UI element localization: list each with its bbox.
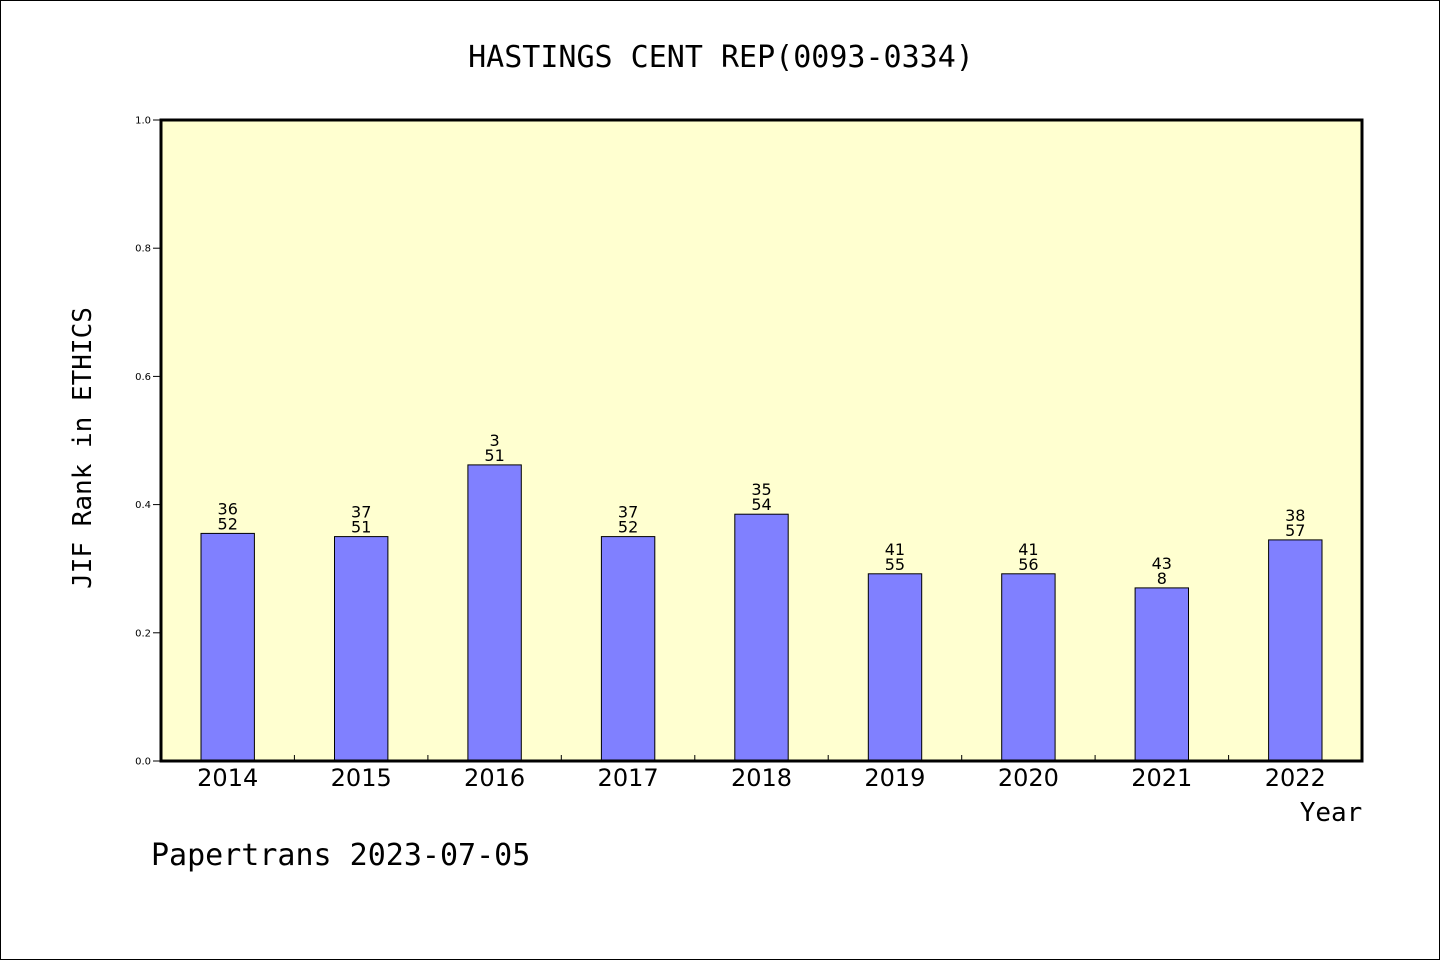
y-tick-label: 1.0: [135, 116, 151, 127]
plot-border: [159, 118, 1364, 763]
x-tick-label-2018: 2018: [731, 764, 792, 792]
bar-label-top-2020: 41: [1018, 540, 1038, 559]
bar-2019: [867, 573, 923, 762]
bar-label-bottom-2022: 57: [1285, 521, 1305, 540]
bar-label-top-2016: 3: [490, 431, 500, 450]
x-tick-label-2016: 2016: [464, 764, 525, 792]
bar-2016: [467, 464, 522, 762]
bar-label-top-2019: 41: [885, 540, 905, 559]
footer-text: Papertrans 2023-07-05: [151, 838, 530, 873]
bar-label-bottom-2015: 51: [351, 518, 371, 537]
bar-label-top-2014: 36: [218, 499, 238, 518]
x-tick-label-2019: 2019: [864, 764, 925, 792]
bar-label-top-2022: 38: [1285, 506, 1305, 525]
bar-label-bottom-2014: 52: [218, 514, 238, 533]
x-tick-label-2022: 2022: [1265, 764, 1326, 792]
bar-2017: [600, 536, 656, 762]
bar-2015: [334, 536, 389, 762]
y-tick-label: 0.6: [135, 372, 151, 383]
bar-label-bottom-2019: 55: [885, 555, 905, 574]
y-axis-label: JIF Rank in ETHICS: [68, 307, 98, 589]
y-tick-label: 0.0: [135, 757, 151, 768]
bar-2021: [1134, 587, 1189, 762]
y-tick-label: 0.2: [135, 628, 151, 639]
bar-label-top-2017: 37: [618, 503, 638, 522]
bar-label-bottom-2020: 56: [1018, 555, 1038, 574]
x-axis-label: Year: [1300, 798, 1363, 828]
x-axis: 2014 2015 2016 2017 2018 2019 2020 2021 2022: [197, 755, 1326, 792]
x-tick-label-2017: 2017: [598, 764, 659, 792]
bar-2020: [1001, 573, 1056, 762]
x-tick-label-2014: 2014: [197, 764, 258, 792]
bar-2018: [734, 513, 789, 762]
x-tick-label-2020: 2020: [998, 764, 1059, 792]
bar-label-bottom-2016: 51: [484, 446, 504, 465]
y-axis: 0.0 0.2 0.4 0.6 0.8 1.0: [135, 116, 161, 768]
x-tick-label-2021: 2021: [1131, 764, 1192, 792]
bar-label-bottom-2018: 54: [751, 495, 771, 514]
bar-label-top-2018: 35: [751, 480, 771, 499]
bar-2014: [200, 532, 255, 762]
bar-label-top-2015: 37: [351, 503, 371, 522]
bar-label-bottom-2021: 8: [1157, 569, 1167, 588]
chart-title: HASTINGS CENT REP(0093-0334): [468, 40, 974, 75]
y-tick-label: 0.4: [135, 500, 151, 511]
x-tick-label-2015: 2015: [331, 764, 392, 792]
y-tick-label: 0.8: [135, 244, 151, 255]
bar-2022: [1268, 539, 1323, 762]
bar-label-bottom-2017: 52: [618, 518, 638, 537]
bar-label-top-2021: 43: [1152, 554, 1172, 573]
